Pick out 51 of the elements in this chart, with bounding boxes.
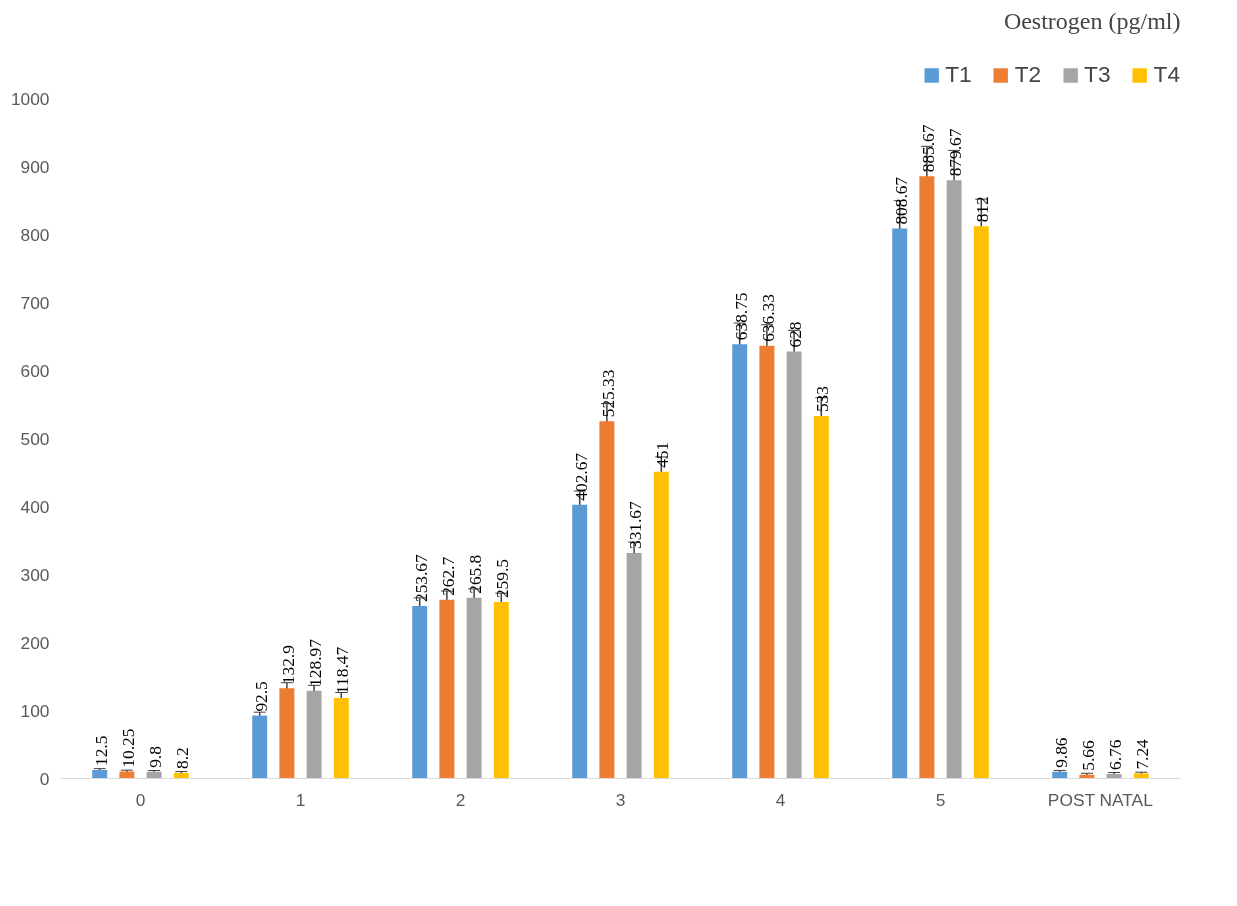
x-tick-label: 0 xyxy=(135,789,146,810)
data-label: 259.5 xyxy=(493,559,513,599)
data-label: 638.75 xyxy=(731,292,751,341)
y-tick-label: 200 xyxy=(20,632,50,653)
data-label: 885.67 xyxy=(918,124,938,173)
data-label: 628 xyxy=(786,321,806,348)
data-label: 808.67 xyxy=(891,176,911,225)
data-label: 8.2 xyxy=(173,747,193,769)
data-label: 118.47 xyxy=(333,646,353,694)
data-label: 262.7 xyxy=(438,556,458,596)
data-label: 402.67 xyxy=(571,452,591,501)
chart-title: Oestrogen (pg/ml) xyxy=(1003,7,1181,34)
x-tick-label: 4 xyxy=(775,789,786,810)
y-tick-label: 400 xyxy=(20,496,50,517)
data-label: 7.24 xyxy=(1133,738,1153,770)
legend-label: T3 xyxy=(1084,61,1111,88)
y-tick-label: 700 xyxy=(20,292,50,313)
data-label: 636.33 xyxy=(758,294,778,342)
data-label: 533 xyxy=(813,386,833,413)
y-tick-label: 300 xyxy=(20,564,50,585)
y-tick-label: 500 xyxy=(20,428,50,449)
data-label: 525.33 xyxy=(598,369,618,418)
y-tick-label: 1000 xyxy=(10,88,50,109)
data-label: 6.76 xyxy=(1106,739,1126,770)
legend-label: T4 xyxy=(1153,61,1180,88)
legend-label: T1 xyxy=(945,61,972,88)
x-tick-label: 3 xyxy=(615,789,626,810)
data-label: 92.5 xyxy=(251,681,271,712)
data-label: 253.67 xyxy=(411,554,431,602)
data-label: 9.8 xyxy=(146,746,166,768)
y-tick-label: 600 xyxy=(20,360,50,381)
data-label: 812 xyxy=(973,196,993,223)
data-label: 128.97 xyxy=(306,638,326,687)
data-label: 10.25 xyxy=(118,728,138,768)
data-label: 132.9 xyxy=(278,645,298,685)
data-label: 12.5 xyxy=(91,735,111,766)
x-tick-label: 1 xyxy=(295,789,306,810)
data-label: 451 xyxy=(653,441,673,468)
y-tick-label: 900 xyxy=(20,156,50,177)
data-label: 879.67 xyxy=(946,128,966,177)
y-tick-label: 0 xyxy=(39,768,50,789)
x-tick-label: 5 xyxy=(935,789,946,810)
data-label: 9.86 xyxy=(1051,737,1071,768)
data-label: 5.66 xyxy=(1078,739,1098,771)
data-label: 265.8 xyxy=(466,554,486,594)
x-tick-label: POST NATAL xyxy=(1047,789,1154,810)
data-label: 331.67 xyxy=(626,500,646,549)
y-tick-label: 100 xyxy=(20,700,50,721)
legend-label: T2 xyxy=(1014,61,1042,88)
y-tick-label: 800 xyxy=(20,224,50,245)
x-tick-label: 2 xyxy=(455,789,466,810)
